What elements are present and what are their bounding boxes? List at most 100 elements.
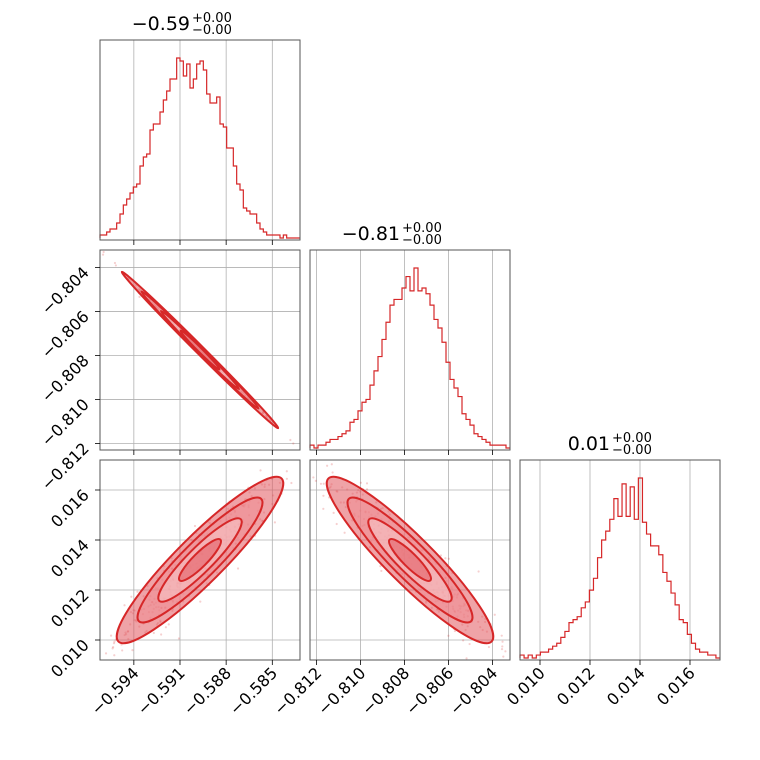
sample-point [365, 488, 369, 491]
sample-point [493, 613, 496, 616]
sample-point [292, 442, 295, 445]
sample-point [502, 655, 505, 658]
scatter-panel-0-1 [41, 190, 301, 455]
sample-point [113, 668, 115, 670]
sample-point [112, 645, 115, 649]
sample-point [465, 657, 468, 660]
sample-point [160, 633, 163, 636]
y-tick-label-1: −0.812 [38, 439, 93, 494]
sample-point [500, 634, 503, 637]
sample-point [112, 642, 116, 645]
y-tick-label-2: 0.010 [47, 635, 93, 681]
x-tick-label-2: 0.012 [553, 663, 599, 709]
sample-point [326, 464, 329, 467]
sample-point [121, 649, 124, 652]
sample-point [322, 482, 325, 485]
histogram-panel-1: −0.81 +0.00−0.00 [309, 221, 511, 455]
sample-point [365, 482, 369, 485]
sample-point [288, 445, 290, 447]
sample-point [113, 640, 116, 643]
y-tick-label-1: −0.804 [38, 263, 93, 318]
sample-point [314, 451, 316, 453]
sample-point [343, 531, 346, 534]
axes-frame [519, 459, 721, 661]
sample-point [104, 652, 108, 655]
x-tick-label-1: −0.810 [314, 663, 369, 718]
sample-point [259, 469, 262, 472]
x-tick-label-1: −0.804 [446, 663, 501, 718]
sample-point [331, 471, 334, 474]
sample-point [167, 623, 170, 626]
sample-point [279, 454, 281, 456]
sample-point [131, 649, 134, 652]
sample-point [109, 634, 113, 637]
x-tick-label-0: −0.594 [87, 663, 142, 718]
sample-point [444, 557, 447, 560]
sample-point [199, 600, 202, 603]
sample-point [285, 477, 288, 480]
y-tick-label-2: 0.014 [47, 535, 93, 581]
param-title-median-1: −0.81 [342, 223, 400, 245]
param-title-err-plus-2: +0.00 [612, 431, 652, 446]
axes-frame [99, 249, 301, 451]
sample-point [289, 438, 292, 442]
param-title-err-minus-1: −0.00 [402, 233, 442, 248]
scatter-panel-0-2 [95, 422, 326, 671]
sample-point [501, 645, 504, 648]
sample-point [500, 648, 504, 651]
sample-point [236, 567, 240, 570]
y-tick-label-1: −0.806 [38, 307, 93, 362]
sample-point [335, 522, 338, 526]
sample-point [114, 264, 117, 267]
sample-point [130, 595, 133, 598]
histogram-steps-0 [99, 57, 300, 239]
sample-point [104, 662, 106, 664]
sample-point [164, 626, 167, 629]
axes-frame [309, 249, 511, 451]
sample-point [113, 654, 116, 657]
sample-point [319, 482, 323, 485]
sample-point [322, 453, 324, 455]
param-title-err-minus-0: −0.00 [192, 23, 232, 38]
sample-point [380, 569, 383, 573]
sample-point [511, 652, 513, 654]
sample-point [95, 669, 97, 671]
contour-level-0 [388, 538, 432, 582]
x-tick-label-0: −0.588 [180, 663, 235, 718]
sample-point [468, 642, 471, 646]
sample-point [102, 250, 105, 254]
sample-point [359, 481, 362, 484]
sample-point [294, 457, 296, 459]
sample-point [136, 590, 139, 593]
sample-point [152, 631, 155, 635]
histogram-steps-1 [309, 267, 510, 449]
sample-point [273, 521, 277, 524]
sample-point [462, 639, 465, 642]
sample-point [453, 629, 457, 633]
y-tick-label-1: −0.808 [38, 351, 93, 406]
sample-point [113, 261, 117, 265]
sample-point [322, 494, 325, 497]
sample-point [504, 650, 507, 653]
sample-point [330, 463, 333, 466]
contour-level-0 [179, 329, 221, 371]
param-title-err-plus-1: +0.00 [402, 221, 442, 236]
sample-point [303, 446, 305, 448]
sample-point [324, 422, 326, 424]
x-tick-label-0: −0.585 [226, 663, 281, 718]
x-tick-label-1: −0.806 [402, 663, 457, 718]
sample-point [307, 479, 309, 481]
sample-point [311, 451, 313, 453]
sample-point [290, 481, 293, 485]
sample-point [487, 645, 491, 649]
sample-point [312, 476, 315, 479]
sample-point [41, 190, 43, 192]
sample-point [138, 295, 141, 298]
sample-point [297, 455, 299, 457]
sample-point [111, 647, 114, 650]
sample-point [477, 570, 480, 573]
sample-point [98, 247, 100, 249]
sample-point [501, 640, 504, 643]
sample-point [447, 634, 450, 637]
